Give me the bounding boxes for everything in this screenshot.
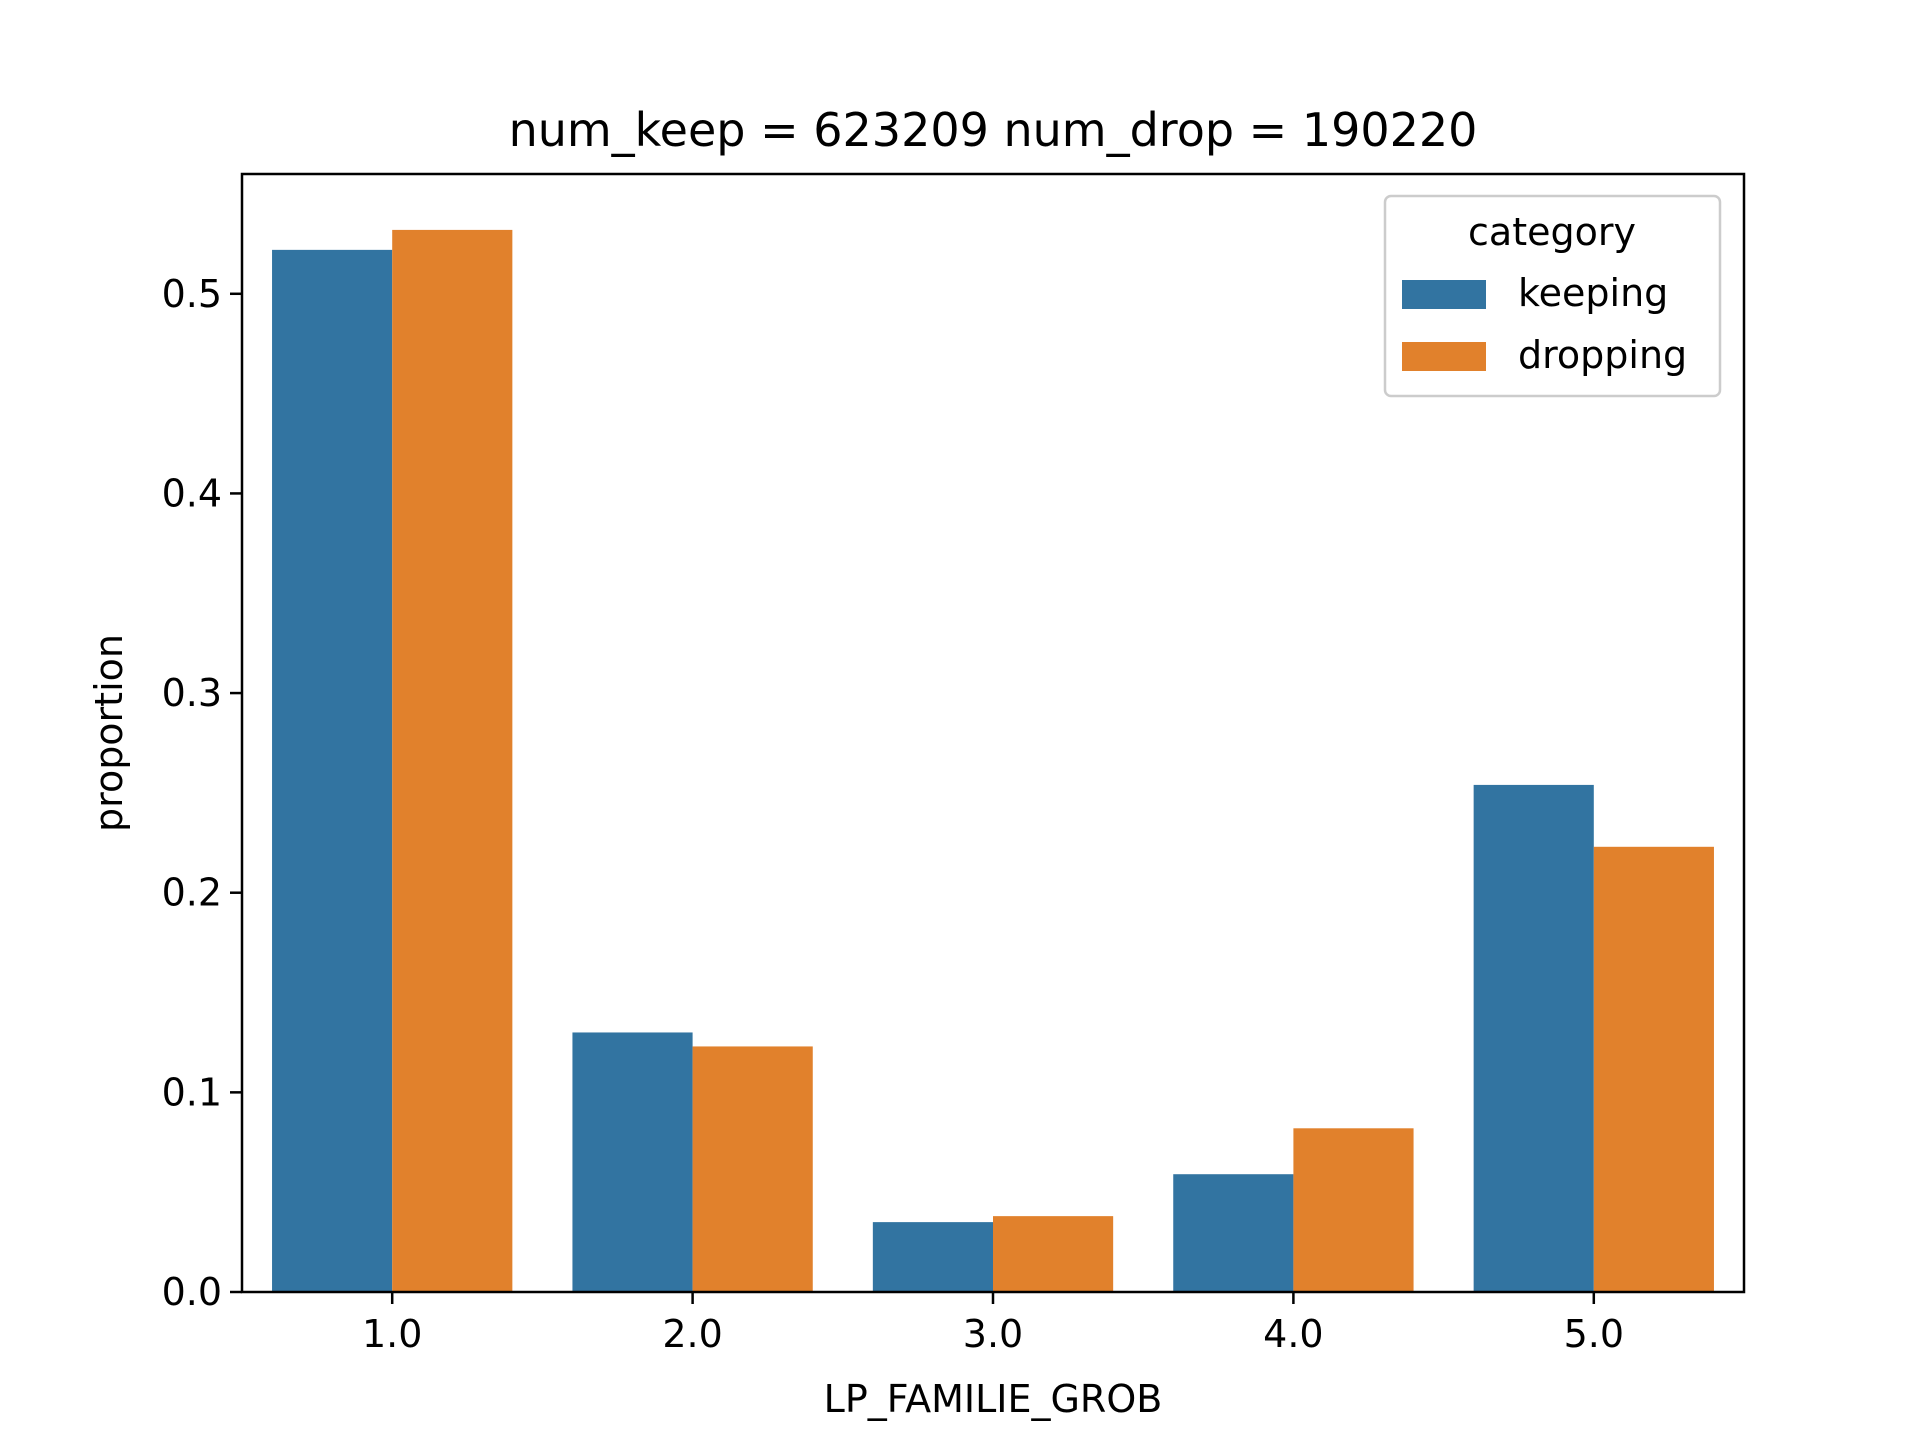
y-tick-label: 0.4 xyxy=(162,471,222,515)
x-axis-label: LP_FAMILIE_GROB xyxy=(824,1377,1163,1421)
bar-dropping-5.0 xyxy=(1593,846,1714,1292)
bar-keeping-2.0 xyxy=(572,1032,693,1292)
bar-dropping-2.0 xyxy=(692,1046,813,1292)
x-tick-label: 4.0 xyxy=(1263,1312,1323,1356)
legend-title: category xyxy=(1468,210,1636,254)
bar-keeping-5.0 xyxy=(1473,784,1594,1292)
x-tick-label: 5.0 xyxy=(1564,1312,1624,1356)
x-tick-label: 3.0 xyxy=(963,1312,1023,1356)
bar-keeping-1.0 xyxy=(272,249,393,1293)
x-tick-label: 1.0 xyxy=(362,1312,422,1356)
chart-title: num_keep = 623209 num_drop = 190220 xyxy=(509,103,1478,157)
y-tick-label: 0.5 xyxy=(162,272,222,316)
bar-dropping-4.0 xyxy=(1293,1128,1414,1292)
bar-keeping-3.0 xyxy=(872,1222,993,1292)
bar-dropping-1.0 xyxy=(392,229,513,1292)
x-tick-label: 2.0 xyxy=(662,1312,722,1356)
bars-group xyxy=(272,229,1714,1293)
legend: category keeping dropping xyxy=(1383,194,1722,398)
y-tick-label: 0.2 xyxy=(162,871,222,915)
plot-frame xyxy=(240,172,1746,1294)
y-axis-label: proportion xyxy=(87,634,131,832)
legend-label-dropping: dropping xyxy=(1518,333,1687,377)
legend-label-keeping: keeping xyxy=(1518,271,1668,315)
y-tick-label: 0.3 xyxy=(162,671,222,715)
y-axis: 0.0 0.1 0.2 0.3 0.4 0.5 xyxy=(162,272,242,1314)
bar-dropping-3.0 xyxy=(993,1216,1114,1292)
legend-swatch-keeping xyxy=(1402,280,1486,309)
legend-swatch-dropping xyxy=(1402,342,1486,371)
bar-keeping-4.0 xyxy=(1173,1174,1294,1292)
y-tick-label: 0.0 xyxy=(162,1270,222,1314)
y-tick-label: 0.1 xyxy=(162,1070,222,1114)
x-axis: 1.0 2.0 3.0 4.0 5.0 xyxy=(362,1292,1624,1356)
